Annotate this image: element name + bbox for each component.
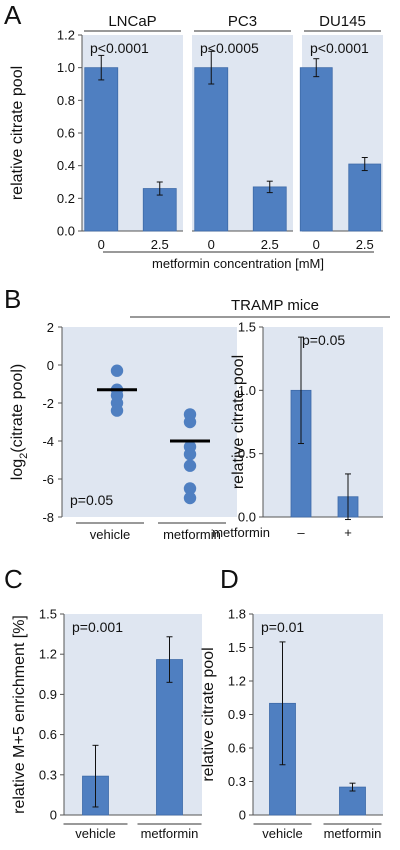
d-y-tick-label: 0 (239, 808, 246, 823)
a1-y-tick-label: 0.6 (57, 126, 75, 141)
b1-y-tick-label: -4 (42, 434, 54, 449)
c-y-tick-label: 1.2 (39, 647, 57, 662)
a3-bar-1 (348, 163, 382, 232)
b2-category-label: + (344, 525, 352, 540)
a1-y-tick-label: 0.4 (57, 158, 75, 173)
b1-y-axis-label-sub: 2 (18, 453, 30, 459)
d-y-tick-label: 1.2 (228, 674, 246, 689)
a1-y-tick-label: 0.2 (57, 191, 75, 206)
c-p-value: p=0.001 (72, 619, 123, 635)
c-y-axis-label: relative M+5 enrichment [%] (11, 615, 28, 814)
d-y-tick-label: 1.8 (228, 607, 246, 622)
a3-bar-0 (299, 67, 333, 232)
a1-bar-1 (142, 188, 177, 232)
panel-label-a: A (4, 0, 22, 30)
b1-data-point-metformin (183, 491, 197, 505)
a2-bar-0 (194, 67, 229, 232)
d-y-axis-label: relative citrate pool (200, 647, 217, 781)
c-category-label: vehicle (75, 826, 115, 841)
a3-category-label: 0 (313, 237, 320, 252)
a1-title: LNCaP (108, 13, 156, 30)
b1-y-tick-label: -2 (42, 396, 54, 411)
a3-p-value: p<0.0001 (310, 40, 369, 56)
d-category-label: vehicle (262, 826, 302, 841)
a2-category-label: 2.5 (261, 237, 279, 252)
b1-p-value: p=0.05 (70, 492, 113, 508)
b1-data-point-vehicle (110, 364, 124, 377)
a1-y-tick-label: 1.0 (57, 60, 75, 75)
b1-y-axis-label: log2(citrate pool) (9, 364, 30, 480)
c-y-tick-label: 1.5 (39, 607, 57, 622)
a1-y-tick-label: 0.8 (57, 93, 75, 108)
d-y-tick-label: 0.9 (228, 707, 246, 722)
b1-data-point-vehicle (110, 404, 124, 417)
b1-data-point-metformin (183, 459, 197, 472)
b1-category-label: metformin (163, 527, 221, 542)
b1-y-tick-label: 0 (47, 358, 54, 373)
d-y-tick-label: 1.5 (228, 640, 246, 655)
d-y-tick-label: 0.3 (228, 774, 246, 789)
a1-y-tick-label: 1.2 (57, 28, 75, 43)
panel-label-c: C (4, 564, 23, 594)
a1-y-tick-label: 0.0 (57, 224, 75, 239)
b1-category-label: vehicle (90, 527, 130, 542)
b1-data-point-metformin (183, 415, 197, 429)
b2-y-tick-label: 0.0 (238, 510, 256, 525)
b2-x-prefix-label: metformin (212, 525, 270, 540)
a1-bar-0 (84, 67, 119, 232)
c-y-tick-label: 0.3 (39, 767, 57, 782)
b1-y-tick-label: 2 (47, 320, 54, 335)
a3-category-label: 2.5 (356, 237, 374, 252)
b1-data-point-metformin (183, 482, 197, 495)
c-y-tick-label: 0.6 (39, 727, 57, 742)
a-group-label: metformin concentration [mM] (152, 256, 324, 271)
a1-p-value: p<0.0001 (90, 40, 149, 56)
b-title: TRAMP mice (231, 297, 319, 314)
d-y-tick-label: 0.6 (228, 741, 246, 756)
panel-label-b: B (4, 284, 21, 314)
a2-bar-1 (252, 186, 287, 232)
a2-p-value: p<0.0005 (200, 40, 259, 56)
b2-category-label: – (297, 525, 305, 540)
b2-y-tick-label: 1.5 (238, 320, 256, 335)
c-y-tick-label: 0 (50, 808, 57, 823)
b1-y-axis-label-log: log (9, 459, 26, 480)
a3-title: DU145 (319, 13, 366, 30)
b1-data-point-metformin (183, 448, 197, 461)
d-category-label: metformin (324, 826, 382, 841)
a1-category-label: 0 (98, 237, 105, 252)
a2-category-label: 0 (208, 237, 215, 252)
c-y-tick-label: 0.9 (39, 687, 57, 702)
b1-y-tick-label: -8 (42, 510, 54, 525)
b2-y-tick-label: 0.5 (238, 446, 256, 461)
d-p-value: p=0.01 (261, 619, 304, 635)
b1-y-tick-label: -6 (42, 472, 54, 487)
d-bar-1 (339, 786, 366, 816)
a1-category-label: 2.5 (151, 237, 169, 252)
c-bar-1 (156, 659, 183, 816)
a1-y-axis-label: relative citrate pool (9, 66, 26, 200)
panel-label-d: D (220, 564, 239, 594)
b2-plot-background (263, 327, 383, 517)
b2-p-value: p=0.05 (302, 332, 345, 348)
b1-plot-background (62, 327, 237, 517)
a2-title: PC3 (228, 13, 257, 30)
b2-y-tick-label: 1.0 (238, 383, 256, 398)
b1-y-axis-label-rest: (citrate pool) (9, 364, 26, 453)
c-category-label: metformin (141, 826, 199, 841)
b2-y-axis-label: relative citrate pool (230, 355, 247, 489)
